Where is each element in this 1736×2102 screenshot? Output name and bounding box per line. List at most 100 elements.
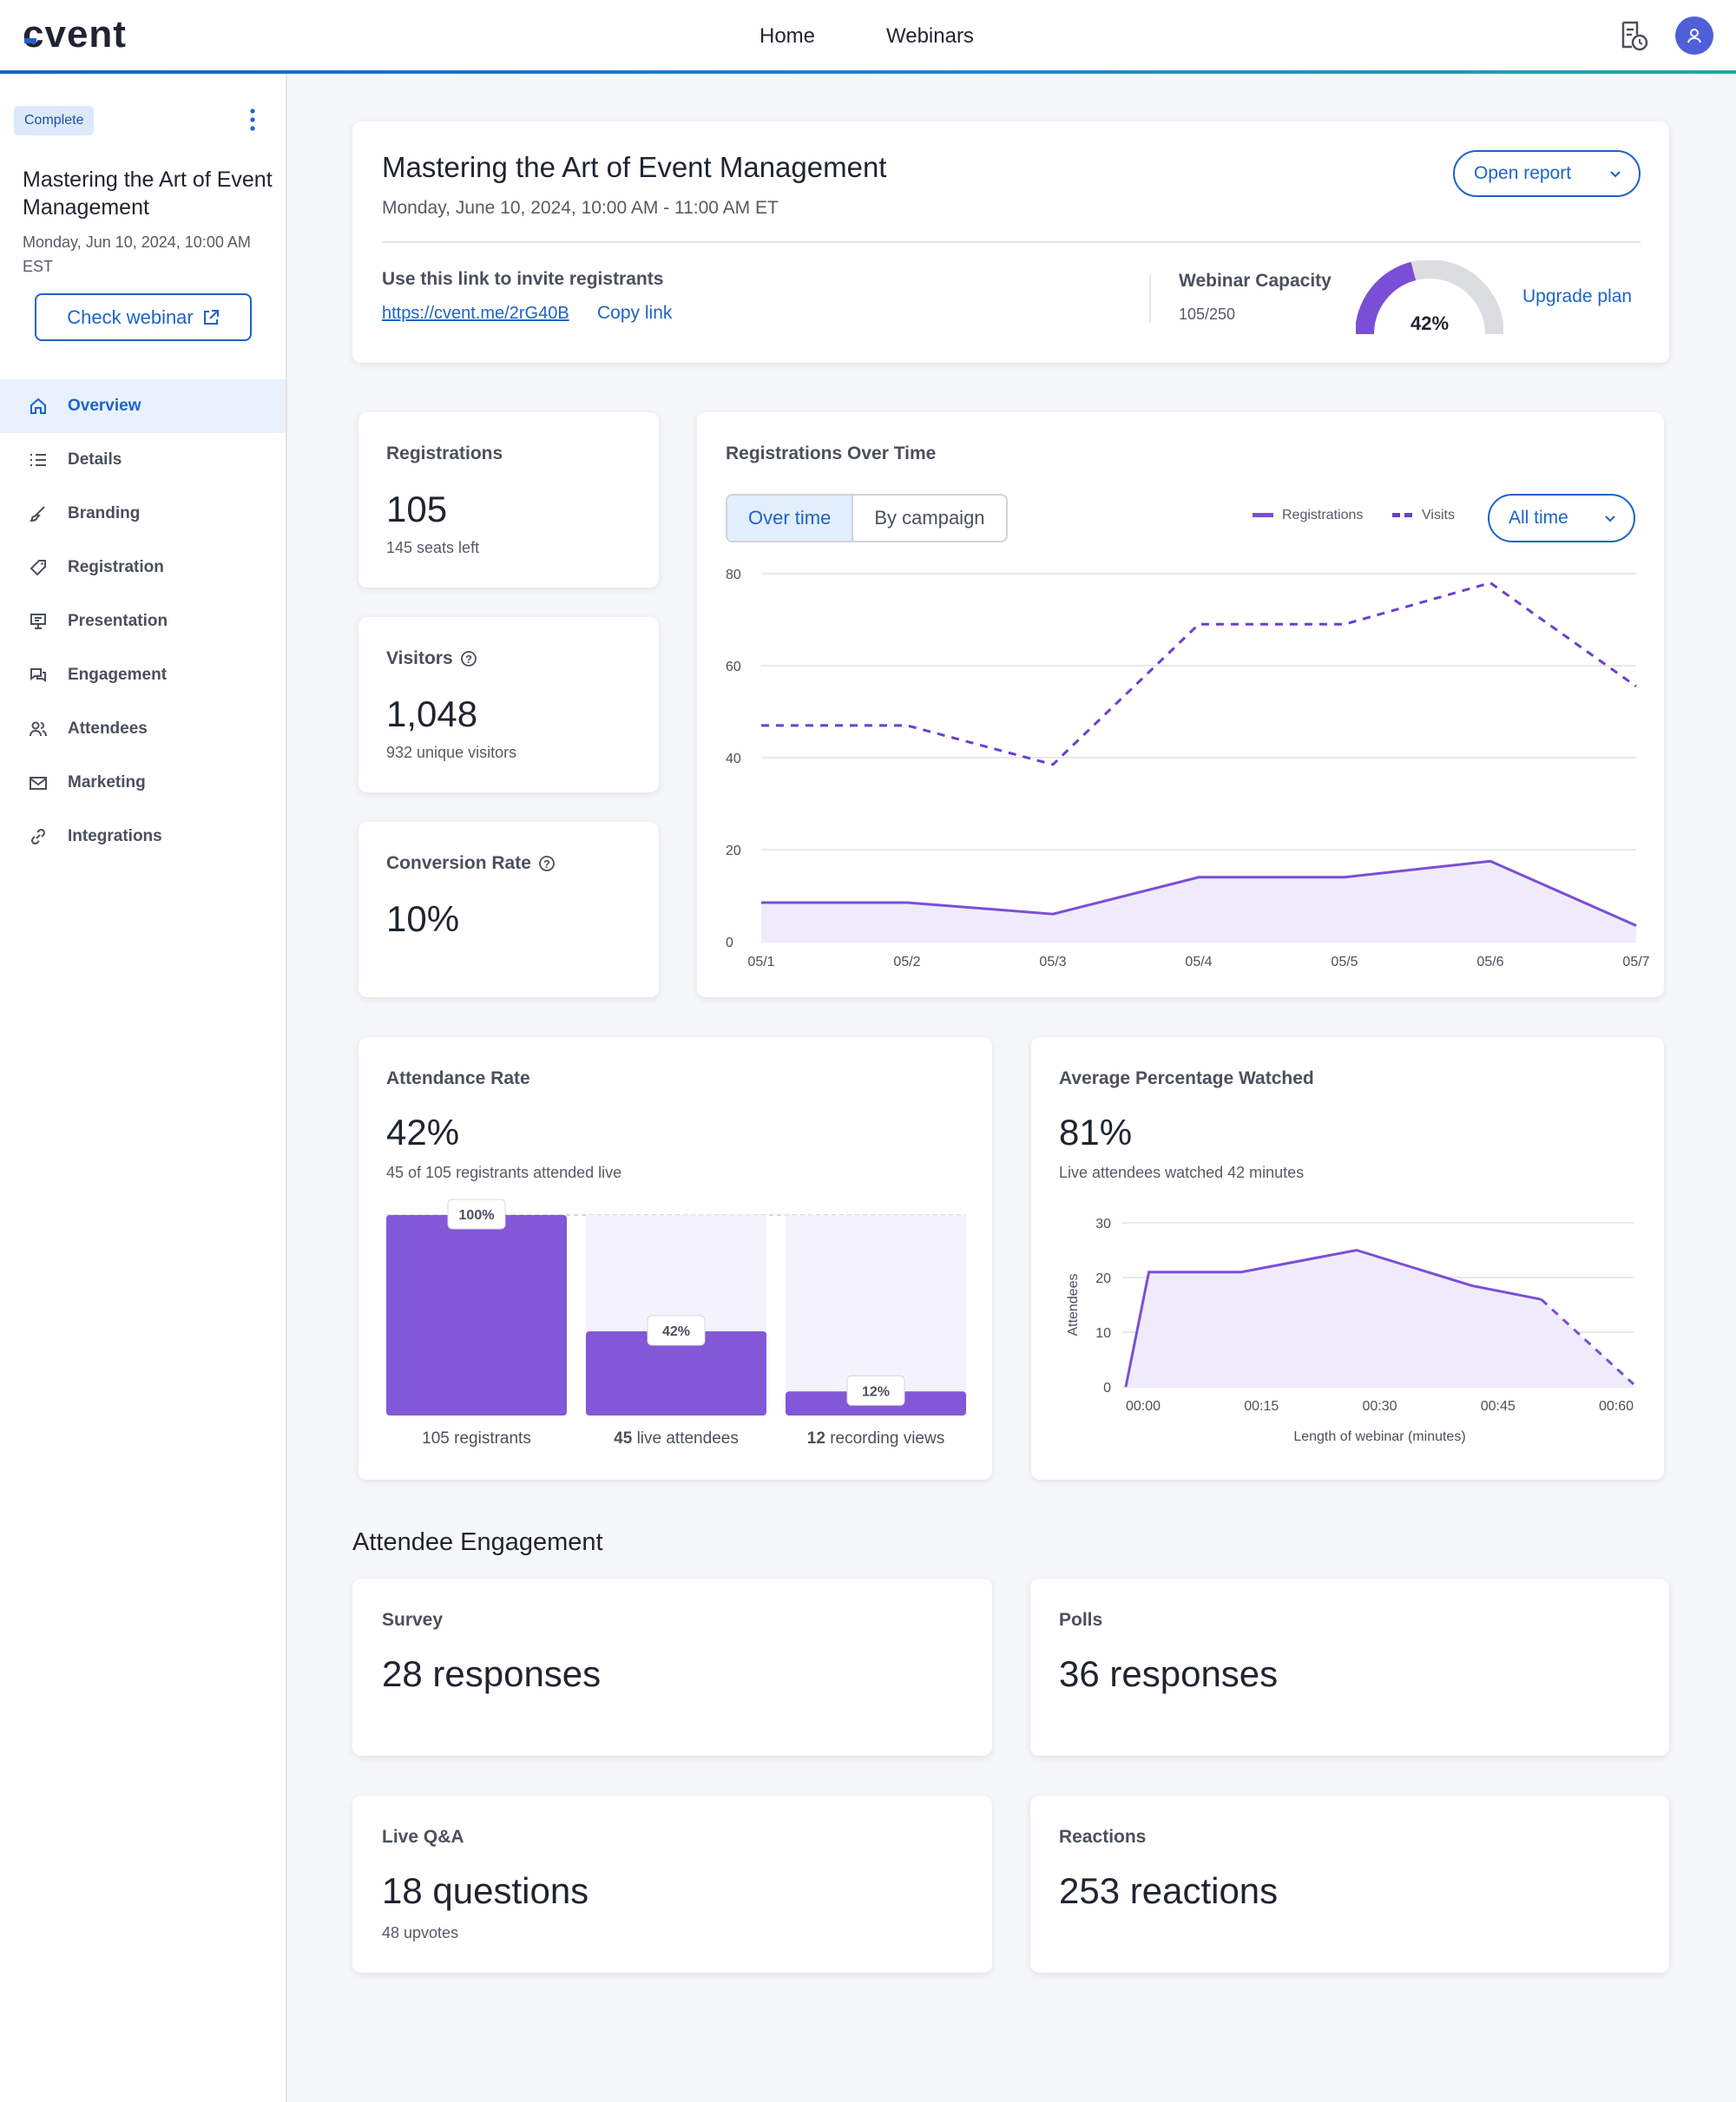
user-avatar[interactable] [1675, 16, 1713, 55]
sidebar-item-label: Branding [68, 504, 141, 522]
header-vertical-divider [1149, 274, 1151, 323]
registrations-value: 105 [386, 489, 448, 529]
sidebar-item-branding[interactable]: Branding [0, 487, 286, 541]
sidebar-item-overview[interactable]: Overview [0, 379, 286, 433]
external-link-icon [203, 309, 219, 325]
attendance-rate-card: Attendance Rate 42% 45 of 105 registrant… [358, 1037, 992, 1480]
svg-text:cvent: cvent [23, 13, 127, 56]
x-tick-label: 00:45 [1481, 1399, 1516, 1414]
y-tick-label: 20 [1095, 1271, 1111, 1286]
registrations-label: Registrations [386, 443, 503, 463]
y-tick-label: 10 [1095, 1326, 1111, 1341]
sidebar-item-marketing[interactable]: Marketing [0, 756, 286, 810]
check-webinar-button[interactable]: Check webinar [35, 293, 252, 341]
visitors-card: Visitors ? 1,048 932 unique visitors [358, 617, 659, 792]
sidebar-item-label: Engagement [68, 666, 168, 684]
link-icon [30, 828, 46, 845]
registrations-over-time-card: Registrations Over Time Over time By cam… [697, 412, 1664, 997]
sidebar-item-details[interactable]: Details [0, 433, 286, 487]
copy-link-button[interactable]: Copy link [597, 303, 673, 323]
y-tick-label: 40 [726, 752, 741, 766]
qa-label: Live Q&A [382, 1827, 464, 1847]
engagement-section-title: Attendee Engagement [352, 1528, 603, 1556]
toggle-over-time[interactable]: Over time [727, 496, 854, 541]
polls-card: Polls 36 responses [1030, 1579, 1669, 1756]
mail-icon [30, 777, 47, 790]
help-icon[interactable]: ? [460, 650, 477, 667]
page-title: Mastering the Art of Event Management [382, 151, 887, 183]
y-tick-label: 30 [1095, 1217, 1111, 1232]
series-line-visits [761, 581, 1637, 766]
bar-value-tag [846, 1375, 905, 1406]
visitors-label: Visitors [386, 648, 453, 668]
open-report-button[interactable]: Open report [1453, 150, 1641, 197]
watched-projection-line [1540, 1298, 1635, 1385]
watched-area-chart: 0 10 20 30 00:00 00:15 00:30 00:45 00:60 Length o… [1066, 1217, 1635, 1444]
nav-webinars[interactable]: Webinars [886, 24, 974, 48]
help-icon[interactable]: ? [538, 855, 556, 872]
capacity-value: 105/250 [1179, 305, 1236, 323]
reactions-card: Reactions 253 reactions [1030, 1796, 1669, 1973]
attendance-bar-chart: 100% 105 registrants 42% 45 live attendees 1… [386, 1199, 966, 1448]
watched-line [1124, 1248, 1542, 1388]
sidebar-item-presentation[interactable]: Presentation [0, 594, 286, 648]
sidebar-item-integrations[interactable]: Integrations [0, 810, 286, 864]
chart-title: Registrations Over Time [726, 443, 937, 463]
series-area-registrations [761, 861, 1636, 942]
qa-value: 18 questions [382, 1870, 589, 1911]
list-icon [30, 454, 46, 466]
open-report-label: Open report [1474, 163, 1572, 183]
x-tick-label: 00:15 [1244, 1399, 1279, 1414]
conversion-value: 10% [386, 898, 460, 939]
sidebar-item-label: Marketing [68, 773, 146, 792]
webinar-datetime: Monday, June 10, 2024, 10:00 AM - 11:00 … [382, 198, 779, 218]
watched-title: Average Percentage Watched [1059, 1068, 1314, 1088]
more-options-icon[interactable] [245, 107, 260, 133]
sidebar-item-registration[interactable]: Registration [0, 541, 286, 594]
nav-home[interactable]: Home [760, 24, 816, 48]
invite-link[interactable]: https://cvent.me/2rG40B [382, 304, 569, 323]
reactions-label: Reactions [1059, 1827, 1147, 1847]
sidebar-item-label: Presentation [68, 612, 168, 630]
sidebar-menu: Overview Details Branding Registration P… [0, 379, 286, 864]
svg-text:?: ? [465, 653, 472, 666]
bar-category-label: 105 registrants [422, 1429, 531, 1448]
x-tick-label: 00:30 [1362, 1399, 1397, 1414]
status-badge: Complete [14, 106, 95, 135]
live-qa-card: Live Q&A 18 questions 48 upvotes [352, 1796, 992, 1973]
capacity-gauge: 42% [1356, 260, 1503, 335]
legend-label: Visits [1422, 508, 1455, 522]
visitors-label-row: Visitors ? [386, 648, 477, 669]
range-dropdown[interactable]: All time [1488, 494, 1635, 542]
conversion-label-row: Conversion Rate ? [386, 853, 556, 874]
upgrade-plan-link[interactable]: Upgrade plan [1522, 286, 1633, 306]
bar-value-label: 100% [459, 1208, 495, 1223]
survey-card: Survey 28 responses [352, 1579, 992, 1756]
people-icon [30, 721, 47, 737]
y-tick-label: 0 [1103, 1381, 1111, 1396]
bar-category-label: 12 recording views [807, 1429, 944, 1448]
attendance-value: 42% [386, 1112, 460, 1153]
y-axis-label: Attendees [1066, 1273, 1081, 1336]
sidebar-item-attendees[interactable]: Attendees [0, 702, 286, 756]
sidebar-item-label: Registration [68, 558, 164, 576]
watched-sub: Live attendees watched 42 minutes [1059, 1164, 1305, 1181]
legend-label: Registrations [1282, 508, 1364, 522]
sidebar-item-label: Attendees [68, 719, 148, 738]
legend-dashed-swatch [1392, 513, 1412, 517]
conversion-card: Conversion Rate ? 10% [358, 822, 659, 997]
bar-category-label: 45 live attendees [614, 1429, 739, 1448]
svg-text:?: ? [543, 857, 550, 870]
sidebar-item-engagement[interactable]: Engagement [0, 648, 286, 702]
cvent-logo[interactable]: cvent [23, 12, 161, 56]
calendar-clock-icon[interactable] [1616, 19, 1649, 52]
toggle-by-campaign[interactable]: By campaign [874, 507, 985, 529]
webinar-header-card: Mastering the Art of Event Management Mo… [352, 122, 1669, 363]
y-tick-label: 80 [726, 568, 741, 582]
bar-value-tag [647, 1315, 706, 1346]
x-tick-label: 05/4 [1185, 955, 1212, 969]
top-bar: cvent Home Webinars [0, 0, 1736, 74]
registrations-line-chart: 0 20 40 60 80 05/1 05/2 05/3 05/4 05/5 05/6 05/7 [726, 568, 1650, 969]
legend-registrations: Registrations [1253, 508, 1363, 523]
polls-label: Polls [1059, 1610, 1103, 1630]
